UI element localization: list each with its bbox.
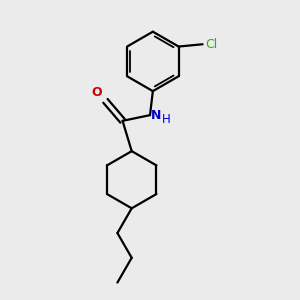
Text: O: O <box>92 85 102 99</box>
Text: Cl: Cl <box>205 38 217 51</box>
Text: H: H <box>161 113 170 126</box>
Text: N: N <box>151 109 161 122</box>
